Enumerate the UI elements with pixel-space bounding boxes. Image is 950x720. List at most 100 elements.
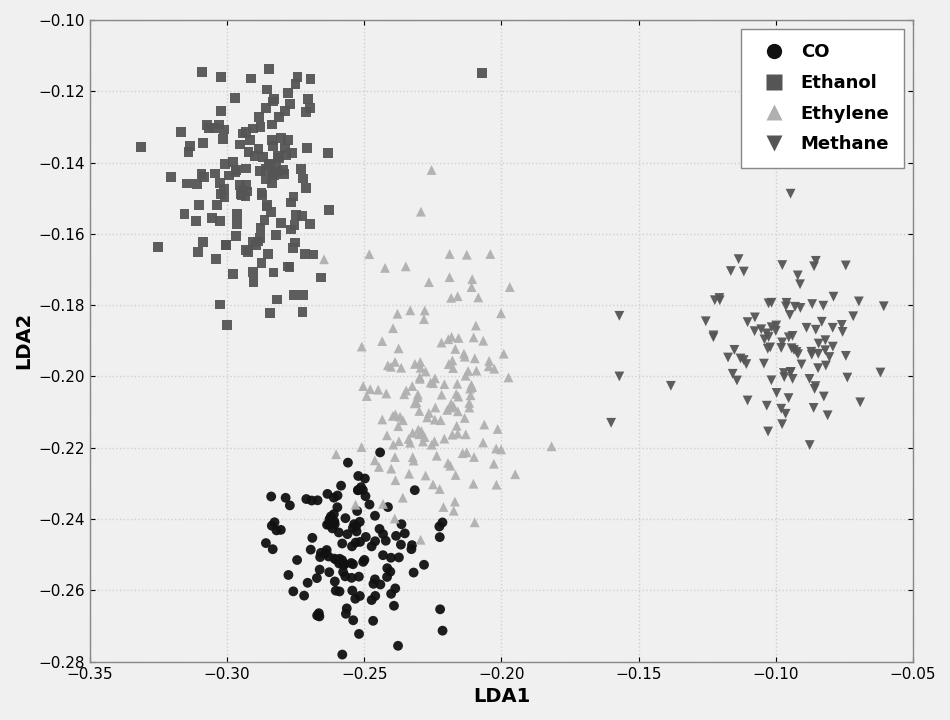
Point bbox=[753, 323, 769, 335]
Point bbox=[442, 248, 457, 260]
Point bbox=[441, 359, 456, 370]
Point bbox=[339, 603, 354, 614]
Point bbox=[612, 310, 627, 322]
Point bbox=[804, 346, 819, 358]
Point bbox=[347, 518, 362, 530]
Point bbox=[386, 439, 401, 451]
Point bbox=[764, 297, 779, 309]
Point bbox=[486, 458, 502, 469]
Point bbox=[285, 242, 300, 253]
Point bbox=[374, 414, 390, 426]
Point bbox=[251, 143, 266, 155]
Point bbox=[706, 331, 721, 343]
Point bbox=[816, 300, 831, 312]
Point bbox=[783, 188, 798, 199]
Point bbox=[784, 343, 799, 354]
Point bbox=[778, 301, 793, 312]
Point bbox=[408, 358, 423, 369]
Point bbox=[776, 367, 791, 379]
Point bbox=[192, 199, 207, 211]
Point bbox=[793, 302, 808, 314]
Point bbox=[410, 392, 426, 403]
Point bbox=[258, 163, 274, 175]
Point bbox=[476, 335, 491, 346]
Point bbox=[406, 567, 421, 578]
Point bbox=[761, 331, 776, 343]
Point bbox=[783, 366, 798, 378]
Point bbox=[305, 532, 320, 544]
Point bbox=[266, 140, 281, 151]
Point bbox=[364, 594, 379, 606]
Point bbox=[346, 559, 361, 570]
Point bbox=[242, 134, 257, 145]
Point bbox=[300, 93, 315, 104]
Point bbox=[488, 443, 504, 454]
Point bbox=[312, 608, 327, 619]
Point bbox=[239, 186, 255, 197]
Point bbox=[457, 412, 472, 423]
Point bbox=[838, 350, 853, 361]
Point bbox=[302, 218, 317, 230]
Point bbox=[481, 361, 496, 372]
Point bbox=[254, 187, 269, 199]
Point bbox=[337, 559, 352, 570]
Point bbox=[415, 436, 430, 447]
Point bbox=[788, 301, 803, 312]
Point bbox=[451, 332, 466, 343]
Point bbox=[804, 349, 819, 361]
Point bbox=[335, 567, 351, 578]
Point bbox=[807, 383, 822, 395]
Point bbox=[411, 428, 427, 440]
Point bbox=[287, 220, 302, 231]
Point bbox=[802, 439, 817, 451]
Point bbox=[432, 483, 447, 495]
Point bbox=[411, 405, 427, 417]
Point bbox=[252, 111, 267, 122]
Point bbox=[329, 554, 344, 566]
Point bbox=[310, 610, 325, 621]
Point bbox=[238, 126, 254, 138]
Point bbox=[612, 371, 627, 382]
Point bbox=[802, 373, 817, 384]
Point bbox=[395, 492, 410, 503]
Point bbox=[769, 320, 784, 331]
Point bbox=[387, 513, 402, 524]
Point bbox=[482, 355, 497, 366]
Point bbox=[304, 495, 319, 506]
Point bbox=[458, 428, 473, 440]
Point bbox=[773, 342, 788, 354]
Point bbox=[355, 485, 370, 496]
Point bbox=[418, 366, 433, 377]
Point bbox=[312, 564, 327, 575]
Point bbox=[374, 336, 390, 347]
Point bbox=[228, 230, 243, 241]
Point bbox=[327, 516, 342, 527]
Point bbox=[424, 439, 439, 451]
Point bbox=[290, 71, 305, 83]
Point bbox=[259, 199, 275, 211]
Point bbox=[431, 521, 446, 532]
Point bbox=[434, 389, 449, 400]
Point bbox=[286, 289, 301, 301]
Point bbox=[263, 491, 278, 503]
Point bbox=[712, 292, 727, 304]
Point bbox=[392, 411, 408, 423]
Point bbox=[393, 362, 408, 374]
Point bbox=[314, 271, 329, 283]
Point bbox=[739, 359, 754, 370]
Point bbox=[393, 539, 408, 550]
Point bbox=[269, 525, 284, 536]
Point bbox=[808, 324, 824, 336]
Point bbox=[427, 436, 442, 447]
Point bbox=[370, 384, 386, 395]
Point bbox=[214, 106, 229, 117]
Point bbox=[806, 402, 821, 414]
Point bbox=[194, 66, 209, 78]
Point bbox=[818, 344, 833, 356]
Point bbox=[197, 171, 212, 183]
Point bbox=[256, 151, 271, 163]
Point bbox=[261, 63, 276, 75]
Point bbox=[334, 538, 350, 549]
Point bbox=[295, 173, 311, 184]
Point bbox=[278, 150, 294, 161]
